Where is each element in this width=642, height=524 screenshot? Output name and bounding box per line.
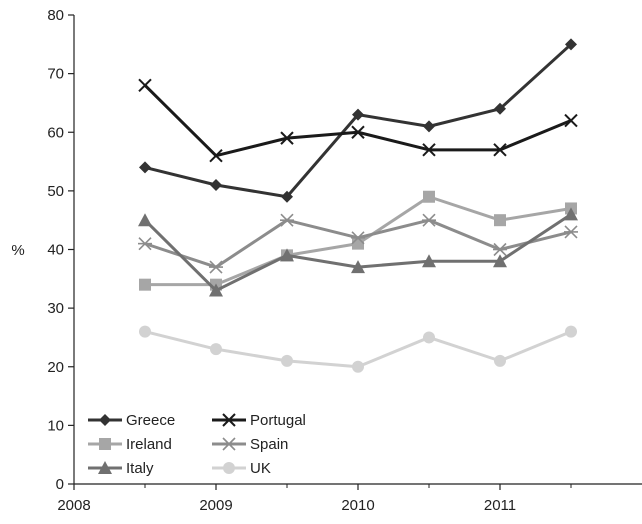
data-point-portugal [209, 148, 223, 163]
y-tick-label: 50 [47, 183, 64, 200]
y-tick-label: 0 [56, 476, 64, 493]
legend-item-spain: Spain [212, 436, 288, 453]
legend-item-ireland: Ireland [88, 436, 172, 453]
data-point-italy [493, 254, 507, 268]
legend-marker-portugal [222, 413, 236, 427]
series-portugal [138, 78, 578, 163]
y-tick-label: 20 [47, 359, 64, 376]
x-tick-label: 2011 [484, 497, 516, 514]
marker-stroke [422, 143, 436, 157]
data-point-portugal [493, 143, 507, 157]
marker-stroke [351, 125, 365, 139]
data-point-italy [422, 254, 436, 268]
series-layer [138, 38, 578, 373]
data-point-italy [280, 248, 294, 262]
legend-item-portugal: Portugal [212, 412, 306, 429]
x-tick-label: 2009 [199, 497, 232, 514]
axes: 0 10 20 30 40 50 60 70 80 2008 2009 2010 2011 [47, 7, 642, 514]
marker-stroke [280, 131, 294, 145]
data-point-spain [422, 213, 436, 227]
data-point-spain [138, 237, 152, 251]
legend-item-uk: UK [212, 460, 271, 477]
data-point-spain [351, 231, 365, 245]
data-point-italy [138, 213, 152, 227]
data-point-ireland [494, 214, 506, 227]
series-spain [138, 213, 578, 274]
data-point-greece [139, 161, 151, 174]
legend-label-portugal: Portugal [250, 412, 306, 429]
legend-marker-spain [222, 437, 236, 451]
legend-marker-italy [98, 461, 112, 474]
data-point-uk [423, 331, 435, 344]
legend-label-greece: Greece [126, 412, 175, 429]
series-line-italy [143, 213, 572, 293]
data-point-greece [565, 38, 577, 51]
legend: Greece Portugal Ireland Spain Italy UK [88, 412, 306, 477]
data-point-greece [281, 190, 293, 203]
y-tick-label: 60 [47, 124, 64, 141]
y-tick-label: 40 [47, 242, 64, 259]
marker-stroke [493, 143, 507, 157]
legend-marker-uk [223, 462, 235, 474]
data-point-italy [209, 283, 223, 297]
y-tick-label: 70 [47, 66, 64, 83]
data-point-italy [351, 260, 365, 274]
data-point-uk [139, 325, 151, 338]
legend-label-spain: Spain [250, 436, 288, 453]
data-point-portugal [422, 143, 436, 157]
x-tick-label: 2008 [57, 497, 90, 514]
series-ireland [139, 190, 577, 291]
y-tick-label: 80 [47, 7, 64, 24]
data-point-spain [280, 213, 294, 227]
legend-marker-greece [99, 414, 111, 426]
data-point-spain [564, 225, 578, 239]
data-point-greece [494, 102, 506, 115]
marker-stroke [564, 113, 578, 128]
data-point-portugal [138, 78, 152, 93]
data-point-greece [352, 108, 364, 121]
y-axis-label: % [11, 242, 24, 259]
data-point-greece [423, 120, 435, 133]
data-point-spain [493, 242, 507, 257]
data-point-uk [281, 354, 293, 367]
marker-stroke [222, 413, 236, 427]
series-uk [139, 325, 577, 373]
data-point-ireland [423, 190, 435, 203]
y-tick-label: 30 [47, 300, 64, 317]
data-point-spain [209, 260, 223, 274]
marker-stroke [209, 148, 223, 163]
data-point-uk [494, 354, 506, 367]
data-point-uk [565, 325, 577, 338]
data-point-italy [564, 207, 578, 221]
data-point-ireland [139, 278, 151, 291]
series-italy [138, 207, 578, 297]
data-point-uk [352, 360, 364, 373]
legend-item-italy: Italy [88, 460, 154, 477]
y-tick-label: 10 [47, 417, 64, 434]
legend-label-ireland: Ireland [126, 436, 172, 453]
series-greece [139, 38, 577, 203]
legend-item-greece: Greece [88, 412, 175, 429]
data-point-portugal [351, 125, 365, 139]
data-point-portugal [280, 131, 294, 145]
data-point-ireland [352, 237, 364, 250]
marker-stroke [138, 78, 152, 93]
legend-label-italy: Italy [126, 460, 154, 477]
data-point-greece [210, 179, 222, 192]
x-tick-label: 2010 [341, 497, 374, 514]
data-point-uk [210, 343, 222, 356]
legend-label-uk: UK [250, 460, 271, 477]
data-point-portugal [564, 113, 578, 128]
legend-marker-ireland [99, 438, 111, 450]
